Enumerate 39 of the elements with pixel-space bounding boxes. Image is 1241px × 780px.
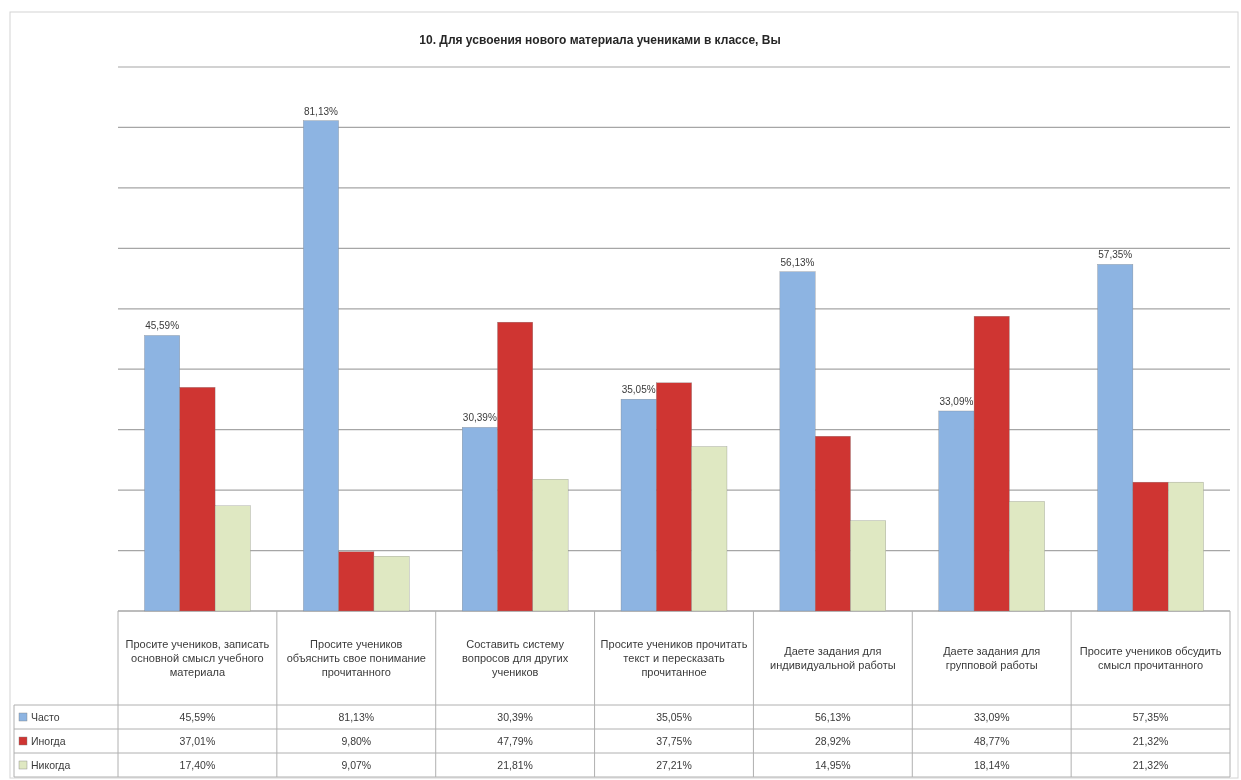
text: 56,13% xyxy=(780,256,815,268)
data-label: 33,09% xyxy=(973,711,1010,723)
data-label: 37,75% xyxy=(656,735,692,747)
data-label: 18,14% xyxy=(973,759,1010,771)
text: 45,59% xyxy=(145,320,180,332)
data-label: 28,92% xyxy=(815,735,851,747)
x-tick-label: Составить систему вопросов для других учеников xyxy=(462,638,569,678)
data-label: 81,13% xyxy=(338,711,375,723)
data-label: 27,21% xyxy=(656,759,692,771)
data-label: 35,05% xyxy=(656,711,692,723)
data-label: 57,35% xyxy=(1132,711,1169,723)
text: 30,39% xyxy=(462,412,497,424)
x-tick-label: Просите учеников обсудить смысл прочитанного xyxy=(1079,645,1222,671)
data-label: 14,95% xyxy=(815,759,851,771)
data-label: 9,80% xyxy=(341,735,372,747)
data-label: 21,81% xyxy=(497,759,533,771)
data-label: 17,40% xyxy=(179,759,216,771)
data-label: 21,32% xyxy=(1132,735,1169,747)
data-label: 21,32% xyxy=(1132,759,1169,771)
data-label: 56,13% xyxy=(815,711,851,723)
text: 35,05% xyxy=(621,384,656,396)
x-tick-label: Просите учеников прочитать текст и пересказать прочитанное xyxy=(600,638,748,678)
legend-label: Часто xyxy=(31,711,60,723)
x-tick-label: Просите учеников объяснить свое понимание прочитанного xyxy=(286,638,426,678)
x-tick-label: Даете задания для индивидуальной работы xyxy=(770,645,896,671)
x-tick-label: Просите учеников, записать основной смысл учебного материала xyxy=(125,638,270,678)
text: 33,09% xyxy=(939,395,974,407)
data-label: 45,59% xyxy=(179,711,216,723)
data-label: 9,07% xyxy=(341,759,372,771)
legend-label: Никогда xyxy=(31,759,71,771)
data-label: 48,77% xyxy=(973,735,1010,747)
data-label: 47,79% xyxy=(497,735,533,747)
data-label: 37,01% xyxy=(179,735,216,747)
x-tick-label: Даете задания для групповой работы xyxy=(943,645,1041,671)
legend-label: Иногда xyxy=(31,735,66,747)
chart-title: 10. Для усвоения нового материала учениками в классе, Вы xyxy=(419,33,781,47)
text: 81,13% xyxy=(304,105,338,117)
data-label: 30,39% xyxy=(497,711,533,723)
text: 57,35% xyxy=(1098,249,1133,261)
